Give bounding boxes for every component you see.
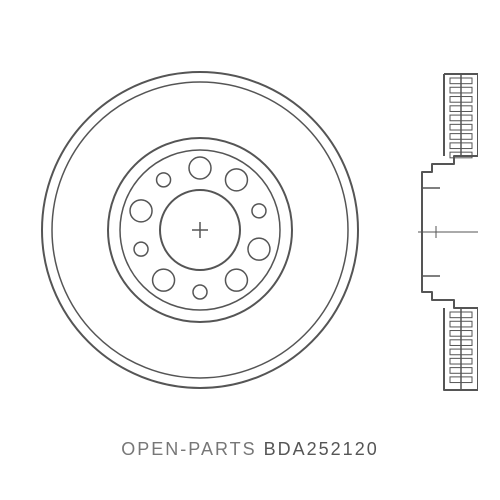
diagram-container: OPEN-PARTS BDA252120 xyxy=(0,0,500,500)
part-number: BDA252120 xyxy=(264,439,379,459)
brand-label: OPEN-PARTS xyxy=(121,439,256,459)
side-view-svg xyxy=(418,60,478,405)
brake-disc-front-view xyxy=(40,70,360,390)
caption: OPEN-PARTS BDA252120 xyxy=(0,439,500,460)
brake-disc-side-view xyxy=(418,60,478,405)
front-view-svg xyxy=(40,70,360,390)
